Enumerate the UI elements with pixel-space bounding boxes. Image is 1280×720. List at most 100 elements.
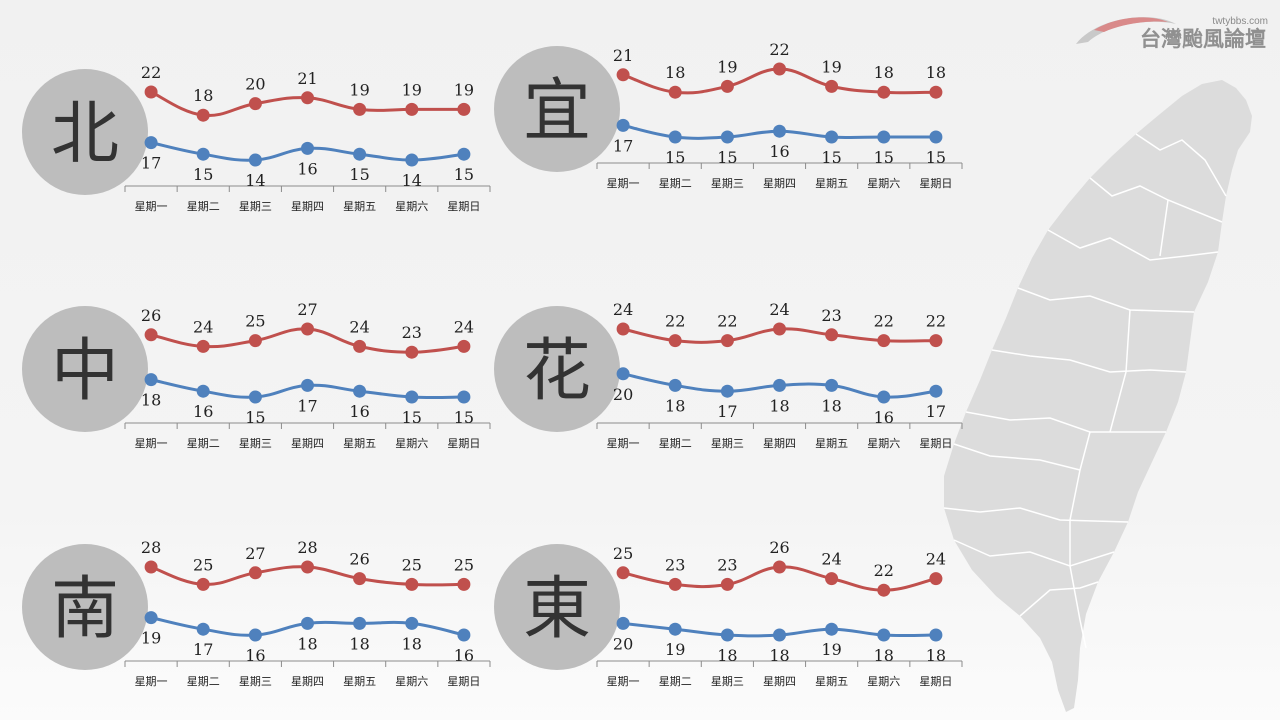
- high-temp-label: 21: [297, 69, 317, 88]
- low-temp-label: 17: [141, 154, 161, 173]
- high-temp-point: [248, 566, 262, 580]
- high-temp-point: [616, 566, 630, 580]
- low-temp-label: 19: [821, 640, 841, 659]
- high-temp-label: 20: [245, 75, 265, 94]
- high-temp-label: 24: [926, 550, 946, 569]
- high-temp-point: [144, 560, 158, 574]
- high-temp-label: 24: [769, 300, 789, 319]
- high-temp-point: [301, 560, 314, 574]
- x-tick-label: 星期一: [135, 200, 168, 213]
- high-temp-point: [720, 334, 734, 348]
- low-temp-point: [877, 390, 891, 404]
- low-temp-point: [301, 616, 314, 630]
- x-tick-label: 星期五: [343, 675, 376, 688]
- low-temp-label: 15: [821, 148, 841, 167]
- high-temp-label: 27: [245, 544, 265, 563]
- low-temp-point: [405, 616, 419, 630]
- x-tick-label: 星期六: [867, 675, 900, 688]
- high-temp-point: [301, 91, 314, 105]
- high-temp-label: 22: [874, 561, 894, 580]
- high-temp-label: 22: [665, 312, 685, 331]
- x-tick-label: 星期二: [659, 675, 692, 688]
- low-temp-point: [196, 147, 210, 161]
- low-temp-point: [668, 130, 682, 144]
- high-temp-label: 23: [821, 306, 841, 325]
- high-temp-point: [668, 334, 682, 348]
- low-temp-point: [144, 611, 158, 625]
- low-temp-point: [144, 373, 158, 387]
- x-tick-label: 星期五: [815, 177, 848, 190]
- low-temp-label: 15: [454, 165, 474, 184]
- low-temp-point: [353, 616, 367, 630]
- high-temp-label: 18: [193, 86, 213, 105]
- low-temp-label: 18: [665, 396, 685, 415]
- high-temp-point: [720, 79, 734, 93]
- x-tick-label: 星期三: [711, 675, 744, 688]
- x-tick-label: 星期一: [607, 177, 640, 190]
- high-temp-label: 26: [769, 538, 789, 557]
- low-temp-label: 15: [454, 408, 474, 427]
- high-temp-label: 26: [349, 550, 369, 569]
- low-temp-label: 17: [613, 136, 633, 155]
- low-temp-label: 16: [349, 402, 369, 421]
- low-temp-label: 16: [297, 159, 317, 178]
- low-temp-point: [301, 378, 314, 392]
- x-tick-label: 星期一: [135, 675, 168, 688]
- high-temp-point: [720, 577, 734, 591]
- x-tick-label: 星期日: [447, 675, 480, 688]
- low-temp-label: 18: [769, 646, 789, 665]
- high-temp-point: [877, 85, 891, 99]
- high-temp-label: 18: [665, 63, 685, 82]
- high-temp-label: 28: [297, 538, 317, 557]
- x-tick-label: 星期二: [659, 177, 692, 190]
- high-temp-label: 25: [193, 555, 213, 574]
- low-temp-label: 15: [402, 408, 422, 427]
- x-tick-label: 星期六: [867, 437, 900, 450]
- low-temp-point: [248, 153, 262, 167]
- low-temp-label: 14: [245, 171, 265, 190]
- high-temp-label: 25: [245, 312, 265, 331]
- high-temp-label: 19: [402, 80, 422, 99]
- low-temp-point: [668, 622, 682, 636]
- low-temp-label: 17: [926, 402, 946, 421]
- low-temp-label: 16: [193, 402, 213, 421]
- high-temp-label: 24: [454, 317, 474, 336]
- high-temp-label: 19: [454, 80, 474, 99]
- low-temp-point: [668, 378, 682, 392]
- high-temp-label: 24: [821, 550, 841, 569]
- high-temp-label: 23: [717, 555, 737, 574]
- region-badge: [494, 306, 620, 432]
- low-temp-point: [825, 378, 839, 392]
- high-temp-point: [353, 102, 367, 116]
- low-temp-point: [353, 384, 367, 398]
- low-temp-point: [929, 130, 943, 144]
- region-badge: [22, 69, 148, 195]
- x-tick-label: 星期六: [867, 177, 900, 190]
- low-temp-point: [144, 136, 158, 150]
- high-temp-point: [929, 572, 943, 586]
- x-tick-label: 星期三: [239, 200, 272, 213]
- high-temp-point: [405, 345, 419, 359]
- x-tick-label: 星期三: [711, 177, 744, 190]
- x-tick-label: 星期四: [763, 675, 796, 688]
- low-temp-point: [929, 628, 943, 642]
- high-temp-label: 19: [717, 57, 737, 76]
- x-tick-label: 星期一: [607, 675, 640, 688]
- high-temp-point: [144, 85, 158, 99]
- high-temp-label: 27: [297, 300, 317, 319]
- low-temp-point: [457, 390, 471, 404]
- high-temp-point: [196, 108, 210, 122]
- x-tick-label: 星期日: [919, 675, 952, 688]
- x-tick-label: 星期四: [763, 437, 796, 450]
- low-temp-label: 15: [926, 148, 946, 167]
- low-temp-label: 15: [193, 165, 213, 184]
- low-temp-label: 15: [665, 148, 685, 167]
- region-label: 宜: [523, 72, 591, 151]
- x-tick-label: 星期四: [291, 200, 324, 213]
- x-tick-label: 星期日: [919, 437, 952, 450]
- low-temp-point: [248, 390, 262, 404]
